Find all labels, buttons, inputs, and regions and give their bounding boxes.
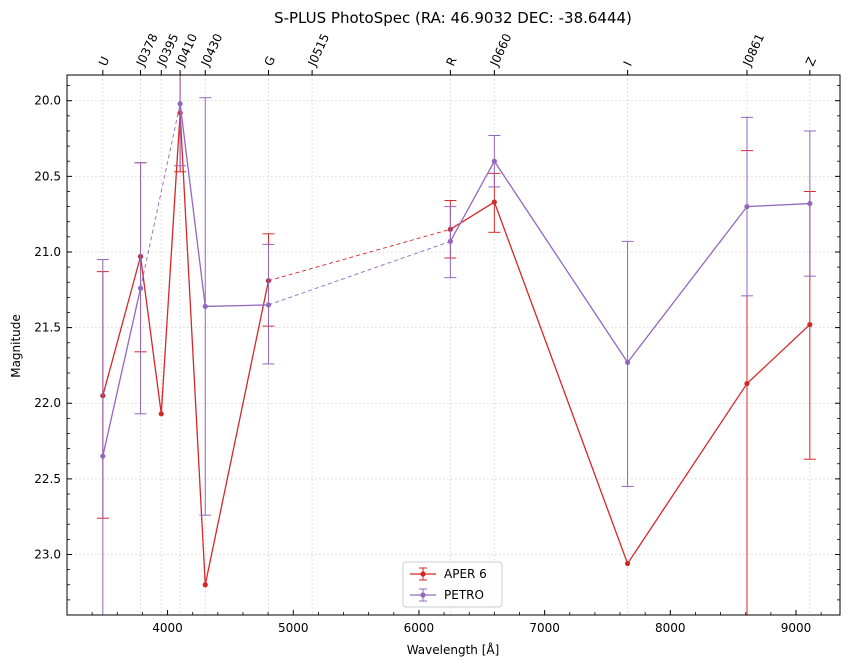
axis-ticks: 20.0 20.5 21.0 21.5 22.0 22.5 23.0 4000 5000 6000…	[34, 70, 840, 635]
series-line-segment	[179, 112, 206, 585]
filter-label: J0660	[487, 31, 515, 69]
series-line-segment	[204, 280, 270, 585]
data-point	[624, 560, 631, 567]
series-line-segment	[627, 383, 748, 564]
filter-label: U	[96, 54, 112, 68]
series-line-segment	[493, 201, 629, 564]
series-line-segment	[450, 201, 495, 230]
y-tick-label: 20.5	[34, 169, 61, 183]
series-line-segment	[102, 288, 142, 457]
data-point	[158, 411, 164, 417]
legend-label: APER 6	[444, 567, 487, 581]
data-point	[807, 200, 813, 207]
series-line-segment	[493, 160, 629, 363]
filter-label: J0861	[740, 31, 768, 69]
legend-label: PETRO	[444, 588, 484, 602]
legend-marker	[420, 571, 426, 577]
x-tick-label: 5000	[278, 621, 309, 635]
data-point	[491, 158, 497, 164]
filter-label: R	[443, 55, 459, 68]
data-point	[624, 359, 631, 365]
filter-label: I	[621, 59, 635, 68]
series-line-segment	[746, 324, 811, 385]
y-tick-label: 22.5	[34, 472, 61, 486]
y-tick-label: 21.5	[34, 321, 61, 335]
data-point	[744, 203, 750, 210]
series-line-segment	[139, 256, 162, 414]
series-line-segment	[102, 256, 142, 396]
x-axis-label: Wavelength [Å]	[407, 642, 500, 657]
legend-item: APER 6	[410, 567, 487, 581]
legend-box	[402, 561, 503, 608]
data-point	[807, 321, 813, 328]
y-tick-label: 22.0	[34, 396, 61, 410]
x-tick-label: 9000	[781, 621, 812, 635]
filter-label: J0515	[305, 31, 333, 69]
data-point	[177, 101, 183, 107]
series-dashed-segment	[140, 103, 181, 289]
y-tick-label: 20.0	[34, 94, 61, 108]
data-point	[100, 453, 106, 459]
data-point	[137, 285, 144, 291]
data-point	[265, 302, 272, 308]
plot-frame	[66, 74, 841, 616]
data-point	[202, 582, 208, 588]
series-line-segment	[205, 304, 269, 308]
y-axis-label: Magnitude	[9, 314, 23, 378]
data-point	[491, 199, 497, 205]
x-tick-label: 8000	[655, 621, 686, 635]
x-tick-label: 6000	[404, 621, 435, 635]
chart-title: S-PLUS PhotoSpec (RA: 46.9032 DEC: -38.6…	[274, 9, 632, 27]
legend-item: PETRO	[410, 588, 484, 602]
filter-label: J0430	[198, 31, 226, 69]
series-line-segment	[746, 202, 810, 208]
data-point	[447, 238, 453, 244]
series-line-segment	[627, 206, 748, 363]
filter-label: G	[262, 54, 279, 68]
series-line-segment	[179, 103, 206, 307]
data-point	[202, 303, 208, 310]
filter-label: Z	[803, 55, 819, 68]
legend-marker	[420, 592, 426, 598]
y-tick-label: 23.0	[34, 547, 61, 561]
series-aper-6	[96, 74, 816, 616]
series-dashed-segment	[268, 228, 451, 282]
x-tick-label: 4000	[152, 621, 183, 635]
y-tick-label: 21.0	[34, 245, 61, 259]
series-line-segment	[449, 160, 495, 242]
x-tick-label: 7000	[529, 621, 560, 635]
series-layer	[96, 74, 816, 616]
grid	[67, 75, 840, 615]
data-point	[744, 380, 750, 387]
series-petro	[96, 74, 816, 616]
legend: APER 6 PETRO	[402, 561, 503, 608]
series-line-segment	[160, 112, 181, 414]
